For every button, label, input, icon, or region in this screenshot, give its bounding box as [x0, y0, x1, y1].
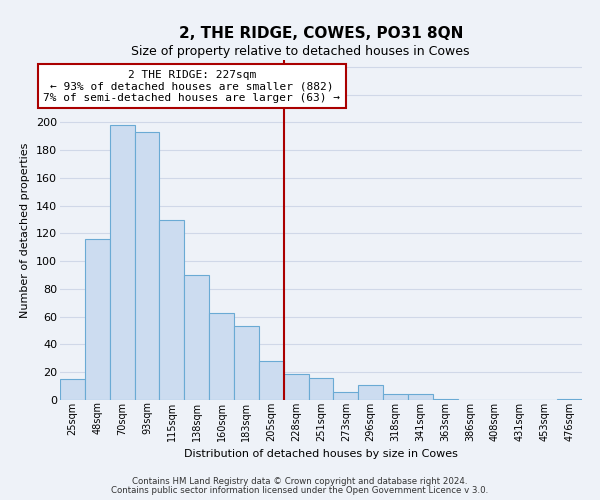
Bar	[259, 361, 284, 400]
Bar	[110, 125, 134, 400]
Bar	[209, 312, 234, 400]
X-axis label: Distribution of detached houses by size in Cowes: Distribution of detached houses by size …	[184, 449, 458, 459]
Bar	[134, 132, 160, 400]
Bar	[433, 398, 458, 400]
Bar	[184, 275, 209, 400]
Y-axis label: Number of detached properties: Number of detached properties	[20, 142, 31, 318]
Bar	[383, 394, 408, 400]
Bar	[60, 379, 85, 400]
Bar	[408, 394, 433, 400]
Bar	[234, 326, 259, 400]
Text: 2 THE RIDGE: 227sqm
← 93% of detached houses are smaller (882)
7% of semi-detach: 2 THE RIDGE: 227sqm ← 93% of detached ho…	[43, 70, 340, 103]
Text: Contains public sector information licensed under the Open Government Licence v : Contains public sector information licen…	[112, 486, 488, 495]
Bar	[160, 220, 184, 400]
Bar	[85, 239, 110, 400]
Bar	[308, 378, 334, 400]
Bar	[334, 392, 358, 400]
Bar	[557, 398, 582, 400]
Text: Size of property relative to detached houses in Cowes: Size of property relative to detached ho…	[131, 45, 469, 58]
Text: Contains HM Land Registry data © Crown copyright and database right 2024.: Contains HM Land Registry data © Crown c…	[132, 478, 468, 486]
Bar	[358, 384, 383, 400]
Bar	[284, 374, 308, 400]
Title: 2, THE RIDGE, COWES, PO31 8QN: 2, THE RIDGE, COWES, PO31 8QN	[179, 26, 463, 41]
